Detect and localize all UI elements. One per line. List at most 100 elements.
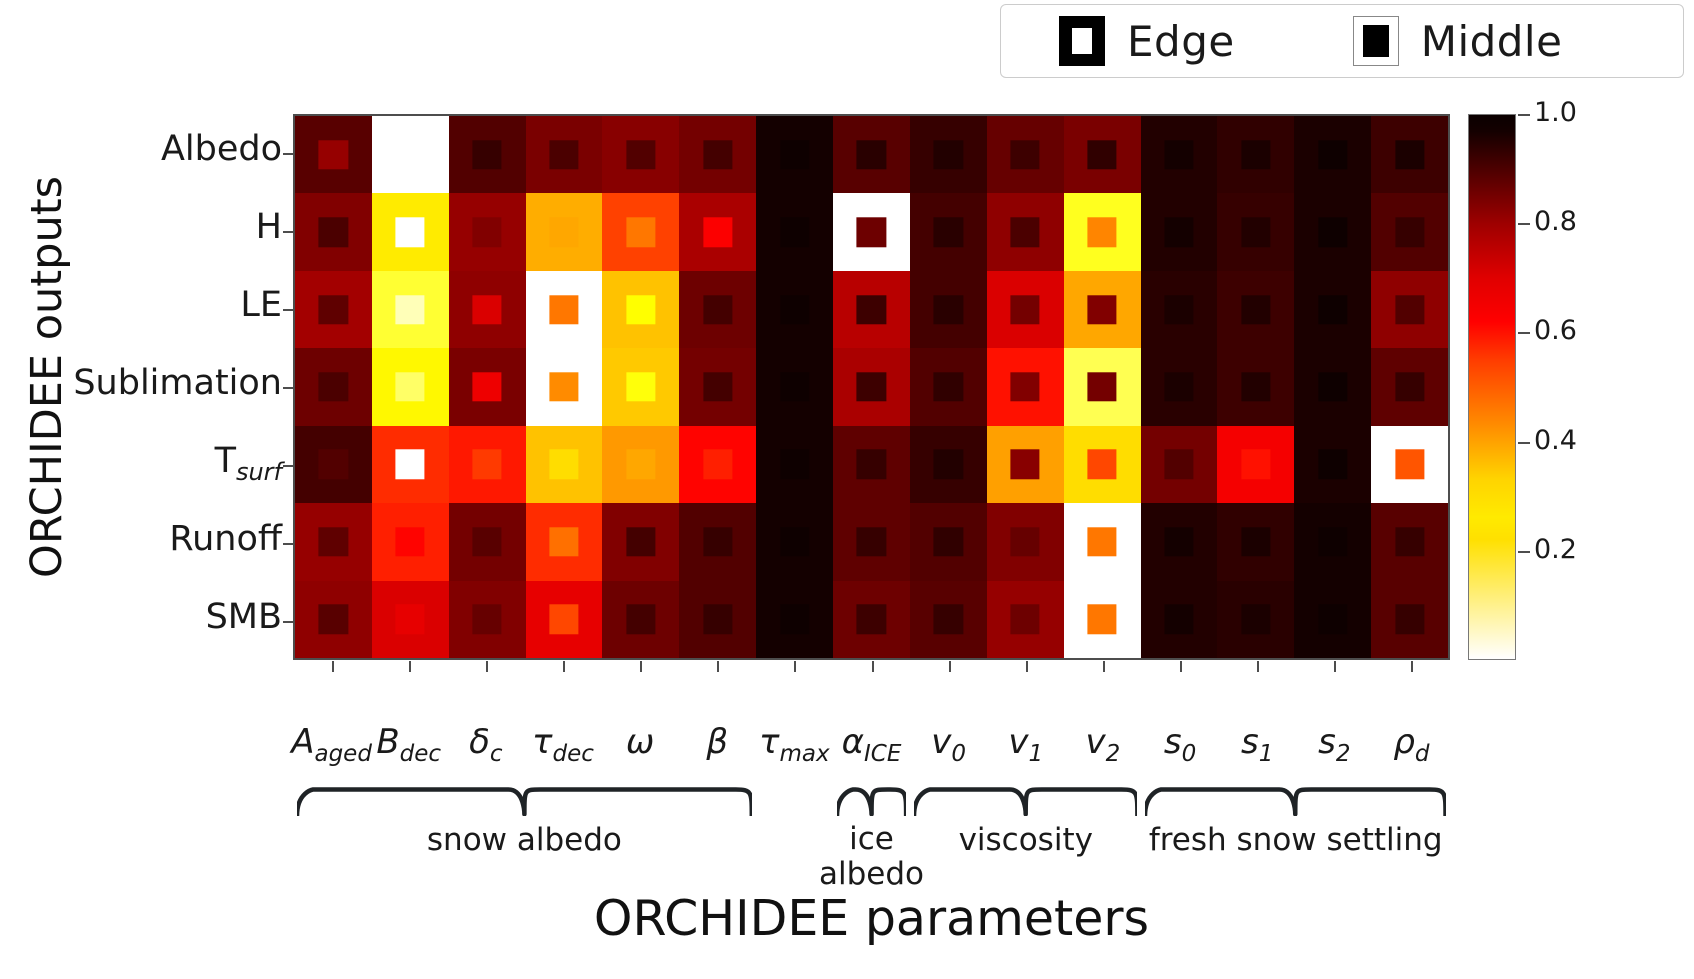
heatmap-cell-middle xyxy=(626,217,656,247)
heatmap-cell xyxy=(1063,503,1141,581)
heatmap-cell xyxy=(909,193,987,271)
heatmap-cell xyxy=(1217,580,1295,658)
heatmap-cell xyxy=(1140,503,1218,581)
heatmap-cell xyxy=(986,503,1064,581)
x-tick-mark xyxy=(562,661,565,672)
heatmap-cell xyxy=(371,503,449,581)
heatmap-cell xyxy=(295,348,372,426)
heatmap-cell-middle xyxy=(549,140,579,170)
heatmap-cell xyxy=(448,270,526,349)
heatmap-cell xyxy=(986,193,1064,271)
heatmap-cell-middle xyxy=(1010,604,1040,634)
colorbar-gradient xyxy=(1468,114,1516,660)
heatmap-cell xyxy=(1063,348,1141,426)
heatmap-cell-middle xyxy=(395,604,425,634)
heatmap-cell-middle xyxy=(856,372,887,402)
heatmap-cell xyxy=(371,270,449,349)
heatmap-cell xyxy=(295,503,372,581)
heatmap-cell-middle xyxy=(1164,449,1194,480)
heatmap-cell-middle xyxy=(1010,372,1040,402)
group-label-3: fresh snow settling xyxy=(1148,822,1443,858)
heatmap-cell-middle xyxy=(1010,294,1040,325)
x-tick-label-14: ρd xyxy=(1393,722,1430,767)
heatmap-cell xyxy=(1371,348,1448,426)
heatmap-cell xyxy=(986,425,1064,504)
heatmap-cell xyxy=(986,348,1064,426)
heatmap-cell xyxy=(679,348,757,426)
heatmap-cell xyxy=(1371,270,1448,349)
x-tick-mark xyxy=(1102,661,1105,672)
heatmap-cell-middle xyxy=(626,604,656,634)
heatmap-cell xyxy=(448,425,526,504)
heatmap-cell-middle xyxy=(1241,527,1271,557)
heatmap-cell-middle xyxy=(933,372,963,402)
heatmap-cell-middle xyxy=(395,372,425,402)
heatmap-cell-middle xyxy=(1394,140,1425,170)
x-tick-mark xyxy=(1180,661,1183,672)
heatmap-cell-middle xyxy=(933,217,963,247)
heatmap-cell-middle xyxy=(1164,604,1194,634)
heatmap-cell xyxy=(525,580,603,658)
heatmap-cell-middle xyxy=(1394,604,1425,634)
heatmap-cell-middle xyxy=(1010,449,1040,480)
colorbar-tick-mark xyxy=(1518,332,1530,335)
heatmap-cell xyxy=(525,270,603,349)
heatmap-cell xyxy=(371,193,449,271)
x-tick-label-9: v1 xyxy=(1008,722,1044,767)
colorbar-tick-label-1.0: 1.0 xyxy=(1534,97,1577,128)
colorbar-tick-mark xyxy=(1518,223,1530,226)
heatmap-cell-middle xyxy=(472,449,502,480)
heatmap-cell xyxy=(909,116,987,194)
heatmap-cell-middle xyxy=(1394,217,1425,247)
heatmap-cell xyxy=(448,116,526,194)
heatmap-cell-middle xyxy=(703,217,733,247)
heatmap-cell-middle xyxy=(1394,449,1425,480)
heatmap-cell-middle xyxy=(856,604,887,634)
x-axis-title: ORCHIDEE parameters xyxy=(593,890,1150,947)
heatmap-cell-middle xyxy=(703,294,733,325)
y-tick-mark xyxy=(283,543,294,545)
heatmap-cell-middle xyxy=(1318,449,1348,480)
heatmap-cell-middle xyxy=(1164,140,1194,170)
x-tick-label-4: ω xyxy=(625,722,655,762)
heatmap-cell-middle xyxy=(703,140,733,170)
heatmap-cell-middle xyxy=(1087,372,1117,402)
heatmap-cell-middle xyxy=(395,449,425,480)
heatmap-cell xyxy=(1371,503,1448,581)
heatmap-cell xyxy=(602,270,680,349)
heatmap-cell-middle xyxy=(318,294,349,325)
heatmap-cell xyxy=(525,425,603,504)
legend: Edge Middle xyxy=(1000,4,1684,78)
y-tick-label-runoff: Runoff xyxy=(169,519,282,559)
heatmap-cell xyxy=(679,503,757,581)
x-tick-label-12: s1 xyxy=(1240,722,1274,767)
heatmap-cell xyxy=(1294,503,1372,581)
x-tick-mark xyxy=(1411,661,1414,672)
heatmap-cell-middle xyxy=(1318,294,1348,325)
x-tick-label-3: τdec xyxy=(532,722,594,767)
heatmap-cell-middle xyxy=(856,140,887,170)
heatmap-cell-middle xyxy=(626,294,656,325)
heatmap-cell-middle xyxy=(318,527,349,557)
heatmap-cell xyxy=(833,580,910,658)
heatmap-cell xyxy=(1217,425,1295,504)
heatmap-cell-middle xyxy=(1010,527,1040,557)
colorbar-tick-label-0.2: 0.2 xyxy=(1534,533,1577,565)
heatmap-cell-middle xyxy=(856,527,887,557)
x-tick-label-5: β xyxy=(706,722,729,762)
y-tick-mark xyxy=(283,465,294,467)
heatmap-cell-middle xyxy=(549,527,579,557)
middle-swatch-icon xyxy=(1352,16,1399,66)
heatmap-cell-middle xyxy=(549,372,579,402)
heatmap-cell xyxy=(448,503,526,581)
heatmap-cell-middle xyxy=(1241,140,1271,170)
heatmap-cell-middle xyxy=(1241,604,1271,634)
heatmap-plot xyxy=(293,114,1450,660)
heatmap-cell-middle xyxy=(933,140,963,170)
legend-label-middle: Middle xyxy=(1420,16,1563,66)
heatmap-cell xyxy=(1294,348,1372,426)
colorbar: 1.0 0.8 0.6 0.4 0.2 xyxy=(1468,97,1668,660)
heatmap-cell-middle xyxy=(472,217,502,247)
heatmap-cell-middle xyxy=(395,527,425,557)
heatmap-cell xyxy=(756,193,834,271)
